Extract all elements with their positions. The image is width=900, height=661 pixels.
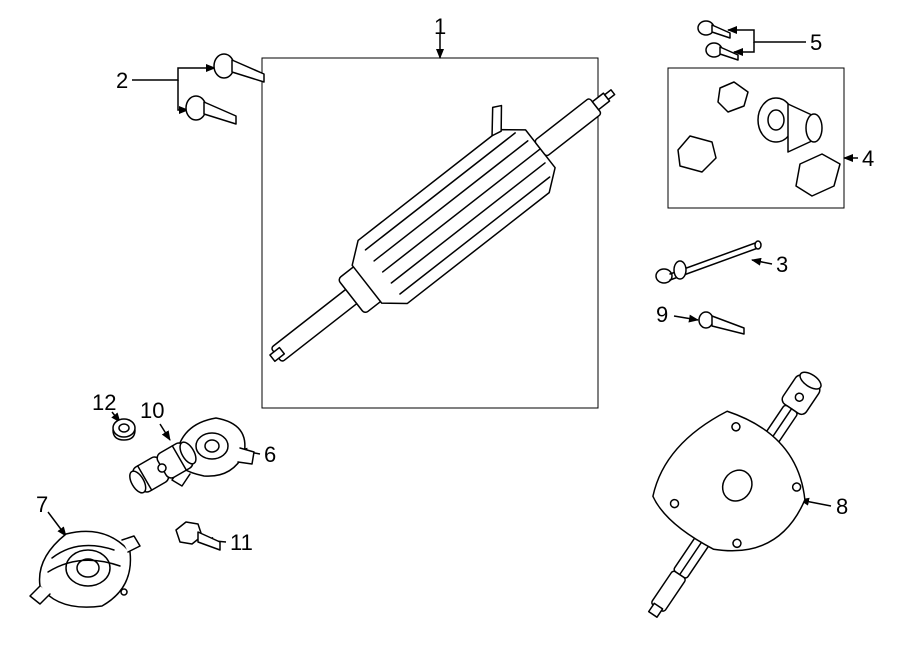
- label-4: 4: [862, 146, 874, 172]
- label-9: 9: [656, 302, 668, 328]
- part-10-ujoint: [126, 438, 201, 497]
- label-8: 8: [836, 494, 848, 520]
- part-3-long-bolt: [656, 241, 761, 283]
- part-2-bolt-a: [214, 54, 264, 82]
- part-4-ign-set: [678, 82, 840, 196]
- part-11-hex-bolt: [176, 522, 220, 550]
- label-7: 7: [36, 492, 48, 518]
- label-10: 10: [140, 398, 164, 424]
- label-2: 2: [116, 68, 128, 94]
- label-3: 3: [776, 252, 788, 278]
- part-7-boot: [30, 531, 140, 607]
- part-2-bolt-b: [186, 96, 236, 124]
- leader-5a: [728, 30, 806, 42]
- line-art-canvas: [0, 0, 900, 661]
- label-11: 11: [230, 530, 253, 556]
- label-6: 6: [264, 442, 276, 468]
- leader-10: [160, 424, 170, 440]
- part-9-bolt: [699, 312, 744, 334]
- leader-5b: [734, 42, 754, 52]
- leader-9: [674, 316, 698, 320]
- leader-7: [48, 512, 66, 536]
- part-1-steering-column: [234, 43, 637, 389]
- label-1: 1: [434, 14, 446, 40]
- leader-2a: [132, 68, 215, 80]
- part-5-screw-a: [698, 21, 730, 38]
- part-8-intermediate-shaft: [592, 335, 867, 651]
- part-12-nut: [113, 419, 135, 440]
- leader-3: [752, 260, 772, 264]
- label-12: 12: [92, 390, 116, 416]
- part-5-screw-b: [706, 43, 738, 60]
- parts-diagram: 1 2 3 4 5 6 7 8 9 10 11 12: [0, 0, 900, 661]
- label-5: 5: [810, 30, 822, 56]
